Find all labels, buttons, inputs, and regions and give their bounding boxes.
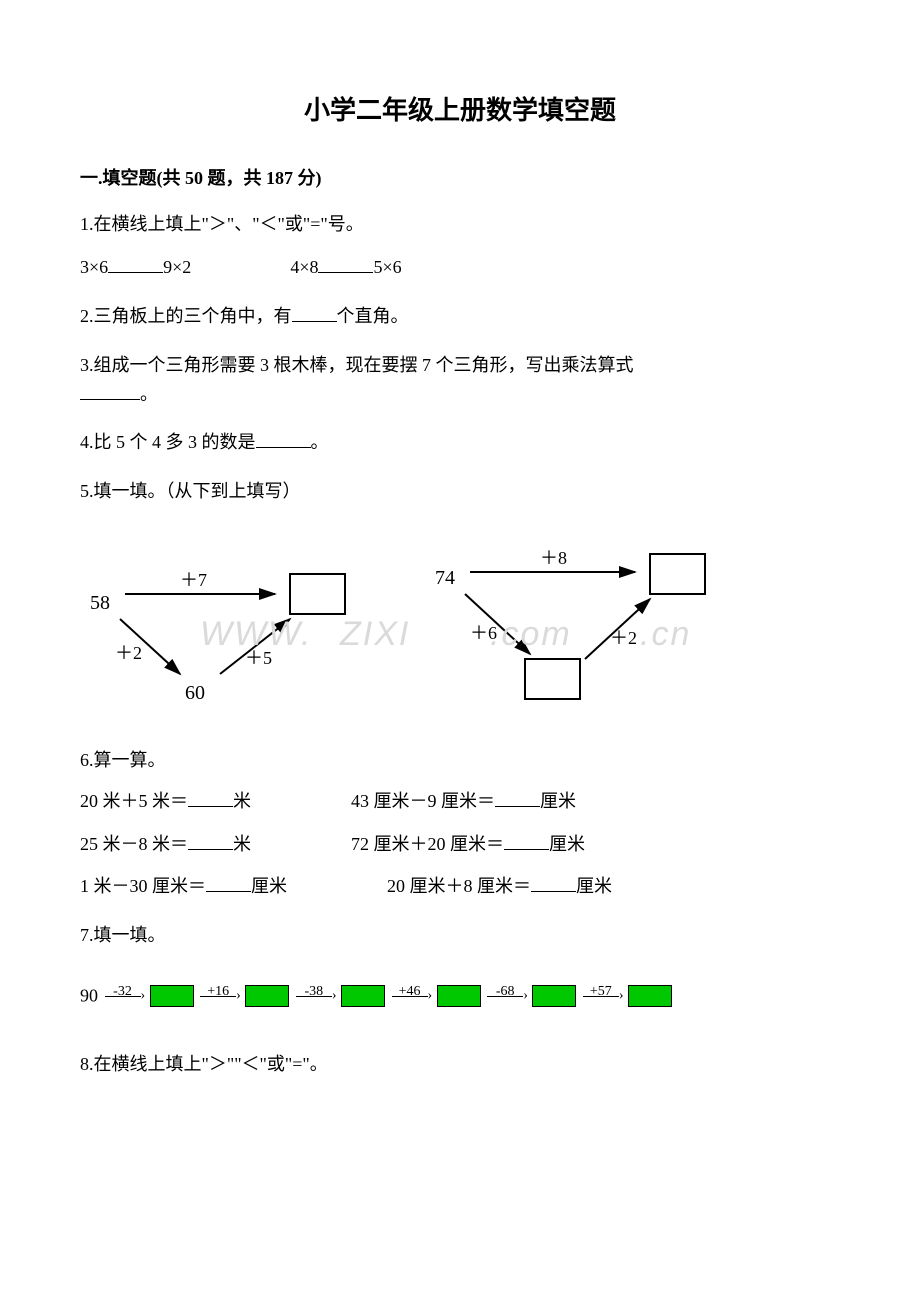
q6-r2-b1[interactable] — [188, 831, 233, 850]
arrow-icon: › — [332, 985, 337, 1007]
q6-stem: 6.算一算。 — [80, 746, 840, 775]
q6-r3-u2: 厘米 — [576, 876, 612, 896]
q6-r2-r: 72 厘米＋20 厘米＝ — [351, 834, 504, 854]
svg-text:＋8: ＋8 — [540, 548, 567, 568]
q6-row-3: 1 米－30 厘米＝ 厘米 20 厘米＋8 厘米＝ 厘米 — [80, 872, 840, 901]
q3-post: 。 — [140, 384, 158, 404]
arrow-icon: › — [141, 985, 146, 1007]
question-4: 4.比 5 个 4 多 3 的数是 。 — [80, 428, 840, 457]
q5-left-diagram: 58 ＋7 ＋2 60 ＋5 — [80, 544, 360, 714]
question-7: 7.填一填。 90 -32› +16› -38› +46› -68› +57› — [80, 921, 840, 1010]
q1-left1: 3×6 — [80, 257, 108, 277]
question-1: 1.在横线上填上"＞"、"＜"或"="号。 3×6 9×2 4×8 5×6 — [80, 210, 840, 282]
q6-r2-b2[interactable] — [504, 831, 549, 850]
q2-pre: 2.三角板上的三个角中，有 — [80, 306, 292, 326]
q7-box-1[interactable] — [150, 985, 194, 1007]
svg-text:58: 58 — [90, 592, 110, 614]
q6-r3-r: 20 厘米＋8 厘米＝ — [387, 876, 531, 896]
svg-text:74: 74 — [435, 567, 455, 589]
q7-box-3[interactable] — [341, 985, 385, 1007]
svg-text:＋7: ＋7 — [180, 570, 207, 590]
q1-right1: 9×2 — [163, 257, 191, 277]
q6-row-1: 20 米＋5 米＝ 米 43 厘米－9 厘米＝ 厘米 — [80, 787, 840, 816]
q4-pre: 4.比 5 个 4 多 3 的数是 — [80, 432, 256, 452]
question-8: 8.在横线上填上"＞""＜"或"="。 — [80, 1050, 840, 1079]
q6-r2-u2: 厘米 — [549, 834, 585, 854]
q7-start: 90 — [80, 985, 98, 1005]
q6-r1-u2: 厘米 — [540, 791, 576, 811]
question-2: 2.三角板上的三个角中，有 个直角。 — [80, 302, 840, 331]
q6-r2-u1: 米 — [233, 834, 251, 854]
q6-r1-l: 20 米＋5 米＝ — [80, 791, 188, 811]
q7-op-2: +16 — [200, 995, 236, 997]
q7-op-1: -32 — [105, 995, 141, 997]
q1-blank1[interactable] — [108, 254, 163, 273]
q7-op-3: -38 — [296, 995, 332, 997]
q7-stem: 7.填一填。 — [80, 921, 840, 950]
svg-text:＋6: ＋6 — [470, 623, 497, 643]
q2-post: 个直角。 — [337, 306, 409, 326]
svg-text:＋2: ＋2 — [115, 643, 142, 663]
arrow-icon: › — [619, 985, 624, 1007]
q1-blank2[interactable] — [318, 254, 373, 273]
q1-right2: 5×6 — [373, 257, 401, 277]
question-6: 6.算一算。 20 米＋5 米＝ 米 43 厘米－9 厘米＝ 厘米 25 米－8 米… — [80, 746, 840, 901]
q1-left2: 4×8 — [290, 257, 318, 277]
q8-stem: 8.在横线上填上"＞""＜"或"="。 — [80, 1054, 328, 1074]
q7-box-6[interactable] — [628, 985, 672, 1007]
q3-blank[interactable] — [80, 381, 140, 400]
question-5: 5.填一填。（从下到上填写） 58 ＋7 ＋2 60 ＋5 — [80, 477, 840, 714]
svg-text:＋2: ＋2 — [610, 628, 637, 648]
section-header: 一.填空题(共 50 题，共 187 分) — [80, 164, 840, 193]
question-3: 3.组成一个三角形需要 3 根木棒，现在要摆 7 个三角形，写出乘法算式 。 — [80, 351, 840, 409]
q6-r1-r: 43 厘米－9 厘米＝ — [351, 791, 495, 811]
q6-r3-u1: 厘米 — [251, 876, 287, 896]
q1-stem: 1.在横线上填上"＞"、"＜"或"="号。 — [80, 210, 840, 239]
page-title: 小学二年级上册数学填空题 — [80, 90, 840, 132]
arrow-icon: › — [428, 985, 433, 1007]
q6-r3-b2[interactable] — [531, 873, 576, 892]
q4-post: 。 — [311, 432, 329, 452]
arrow-icon: › — [523, 985, 528, 1007]
q7-op-5: -68 — [487, 995, 523, 997]
q7-op-4: +46 — [392, 995, 428, 997]
q6-r1-b2[interactable] — [495, 788, 540, 807]
q6-r3-b1[interactable] — [206, 873, 251, 892]
q7-box-2[interactable] — [245, 985, 289, 1007]
q6-r1-u1: 米 — [233, 791, 251, 811]
q3-text: 3.组成一个三角形需要 3 根木棒，现在要摆 7 个三角形，写出乘法算式 — [80, 355, 634, 375]
q6-row-2: 25 米－8 米＝ 米 72 厘米＋20 厘米＝ 厘米 — [80, 830, 840, 859]
q7-box-5[interactable] — [532, 985, 576, 1007]
svg-text:60: 60 — [185, 682, 205, 704]
q7-box-4[interactable] — [437, 985, 481, 1007]
svg-text:＋5: ＋5 — [245, 648, 272, 668]
q6-r3-l: 1 米－30 厘米＝ — [80, 876, 206, 896]
q2-blank[interactable] — [292, 303, 337, 322]
q6-r1-b1[interactable] — [188, 788, 233, 807]
q6-r2-l: 25 米－8 米＝ — [80, 834, 188, 854]
q4-blank[interactable] — [256, 429, 311, 448]
q7-op-6: +57 — [583, 995, 619, 997]
q5-right-diagram: 74 ＋8 ＋6 ＋2 — [420, 544, 720, 714]
q7-chain: 90 -32› +16› -38› +46› -68› +57› — [80, 980, 840, 1010]
arrow-icon: › — [236, 985, 241, 1007]
q5-stem: 5.填一填。（从下到上填写） — [80, 477, 840, 506]
